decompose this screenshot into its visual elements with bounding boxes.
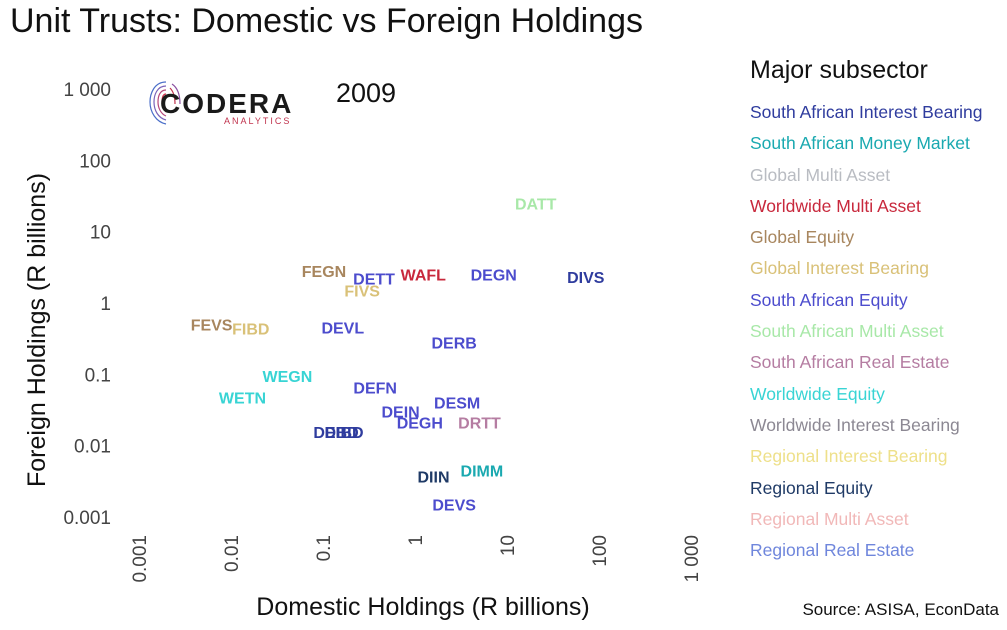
point-label: DEBD [313, 425, 358, 442]
point-label: DEGH [397, 416, 443, 433]
y-tick-label: 10 [90, 223, 111, 244]
x-axis-title: Domestic Holdings (R billions) [256, 593, 589, 621]
legend-item: Worldwide Equity [750, 383, 885, 404]
codera-logo: CODERA ANALYTICS [146, 72, 316, 132]
point-label: DEVS [432, 497, 476, 514]
point-label: DIMM [461, 463, 504, 480]
point-label: DIIN [418, 469, 450, 486]
point-label: DIVS [567, 270, 605, 287]
scatter-plot: 2009 0.001 0.01 0.1 1 10 100 1 000 0.001 0.01 0.1 1… [23, 78, 703, 621]
y-tick-label: 0.1 [85, 365, 111, 386]
x-tick-label: 1 000 [682, 535, 703, 583]
point-label: FEGN [302, 264, 346, 281]
y-tick-label: 1 000 [63, 80, 111, 101]
chart-subtitle: 2009 [336, 78, 396, 108]
x-tick-label: 0.001 [130, 535, 151, 583]
legend-title: Major subsector [750, 56, 928, 84]
legend-item: Regional Interest Bearing [750, 446, 948, 467]
legend-item: Regional Real Estate [750, 540, 915, 561]
legend-item: South African Money Market [750, 133, 970, 154]
legend-items: South African Interest Bearing South Afri… [750, 97, 1007, 566]
legend-item: Global Equity [750, 227, 855, 248]
x-tick-label: 1 [406, 535, 427, 546]
y-axis-title: Foreign Holdings (R billions) [23, 173, 51, 487]
legend: Major subsector South African Interest B… [750, 56, 1007, 566]
y-tick-label: 0.001 [63, 508, 111, 529]
x-tick-label: 0.01 [222, 535, 243, 572]
legend-item: Global Interest Bearing [750, 258, 929, 279]
chart-title: Unit Trusts: Domestic vs Foreign Holding… [10, 2, 643, 40]
point-label: FEVS [191, 317, 233, 334]
point-label: DEVL [321, 321, 364, 338]
legend-item: South African Equity [750, 289, 908, 310]
point-label: DERB [432, 335, 477, 352]
y-tick-label: 100 [79, 151, 111, 172]
logo-wordmark: CODERA [160, 88, 294, 119]
point-label: DEIN [381, 405, 419, 422]
point-label: DETT [353, 272, 395, 289]
point-label: DATT [515, 196, 557, 213]
legend-item: South African Interest Bearing [750, 102, 983, 122]
legend-item: Regional Equity [750, 477, 873, 498]
point-label: DESM [434, 396, 480, 413]
source-note: Source: ASISA, EconData [802, 600, 999, 619]
point-label: DIBD [324, 425, 363, 442]
x-tick-label: 0.1 [314, 535, 335, 561]
y-tick-label: 0.01 [74, 437, 111, 458]
point-label: DEFN [353, 381, 397, 398]
legend-item: Worldwide Multi Asset [750, 195, 921, 216]
x-tick-label: 10 [498, 535, 519, 556]
point-label: WAFL [401, 268, 447, 285]
y-tick-label: 1 [100, 294, 111, 315]
legend-item: Worldwide Interest Bearing [750, 414, 960, 435]
point-label: FIBD [232, 321, 269, 338]
legend-item: Regional Multi Asset [750, 508, 909, 529]
point-label: DRTT [458, 416, 501, 433]
legend-item: South African Multi Asset [750, 321, 944, 342]
point-label: DEGN [471, 268, 517, 285]
x-tick-label: 100 [590, 535, 611, 567]
point-label: WETN [219, 391, 266, 408]
logo-subtitle: ANALYTICS [224, 116, 292, 126]
point-label: FIVS [344, 283, 380, 300]
legend-item: Global Multi Asset [750, 164, 891, 185]
point-label: WEGN [262, 369, 312, 386]
legend-item: South African Real Estate [750, 352, 950, 373]
fingerprint-icon [149, 81, 181, 125]
